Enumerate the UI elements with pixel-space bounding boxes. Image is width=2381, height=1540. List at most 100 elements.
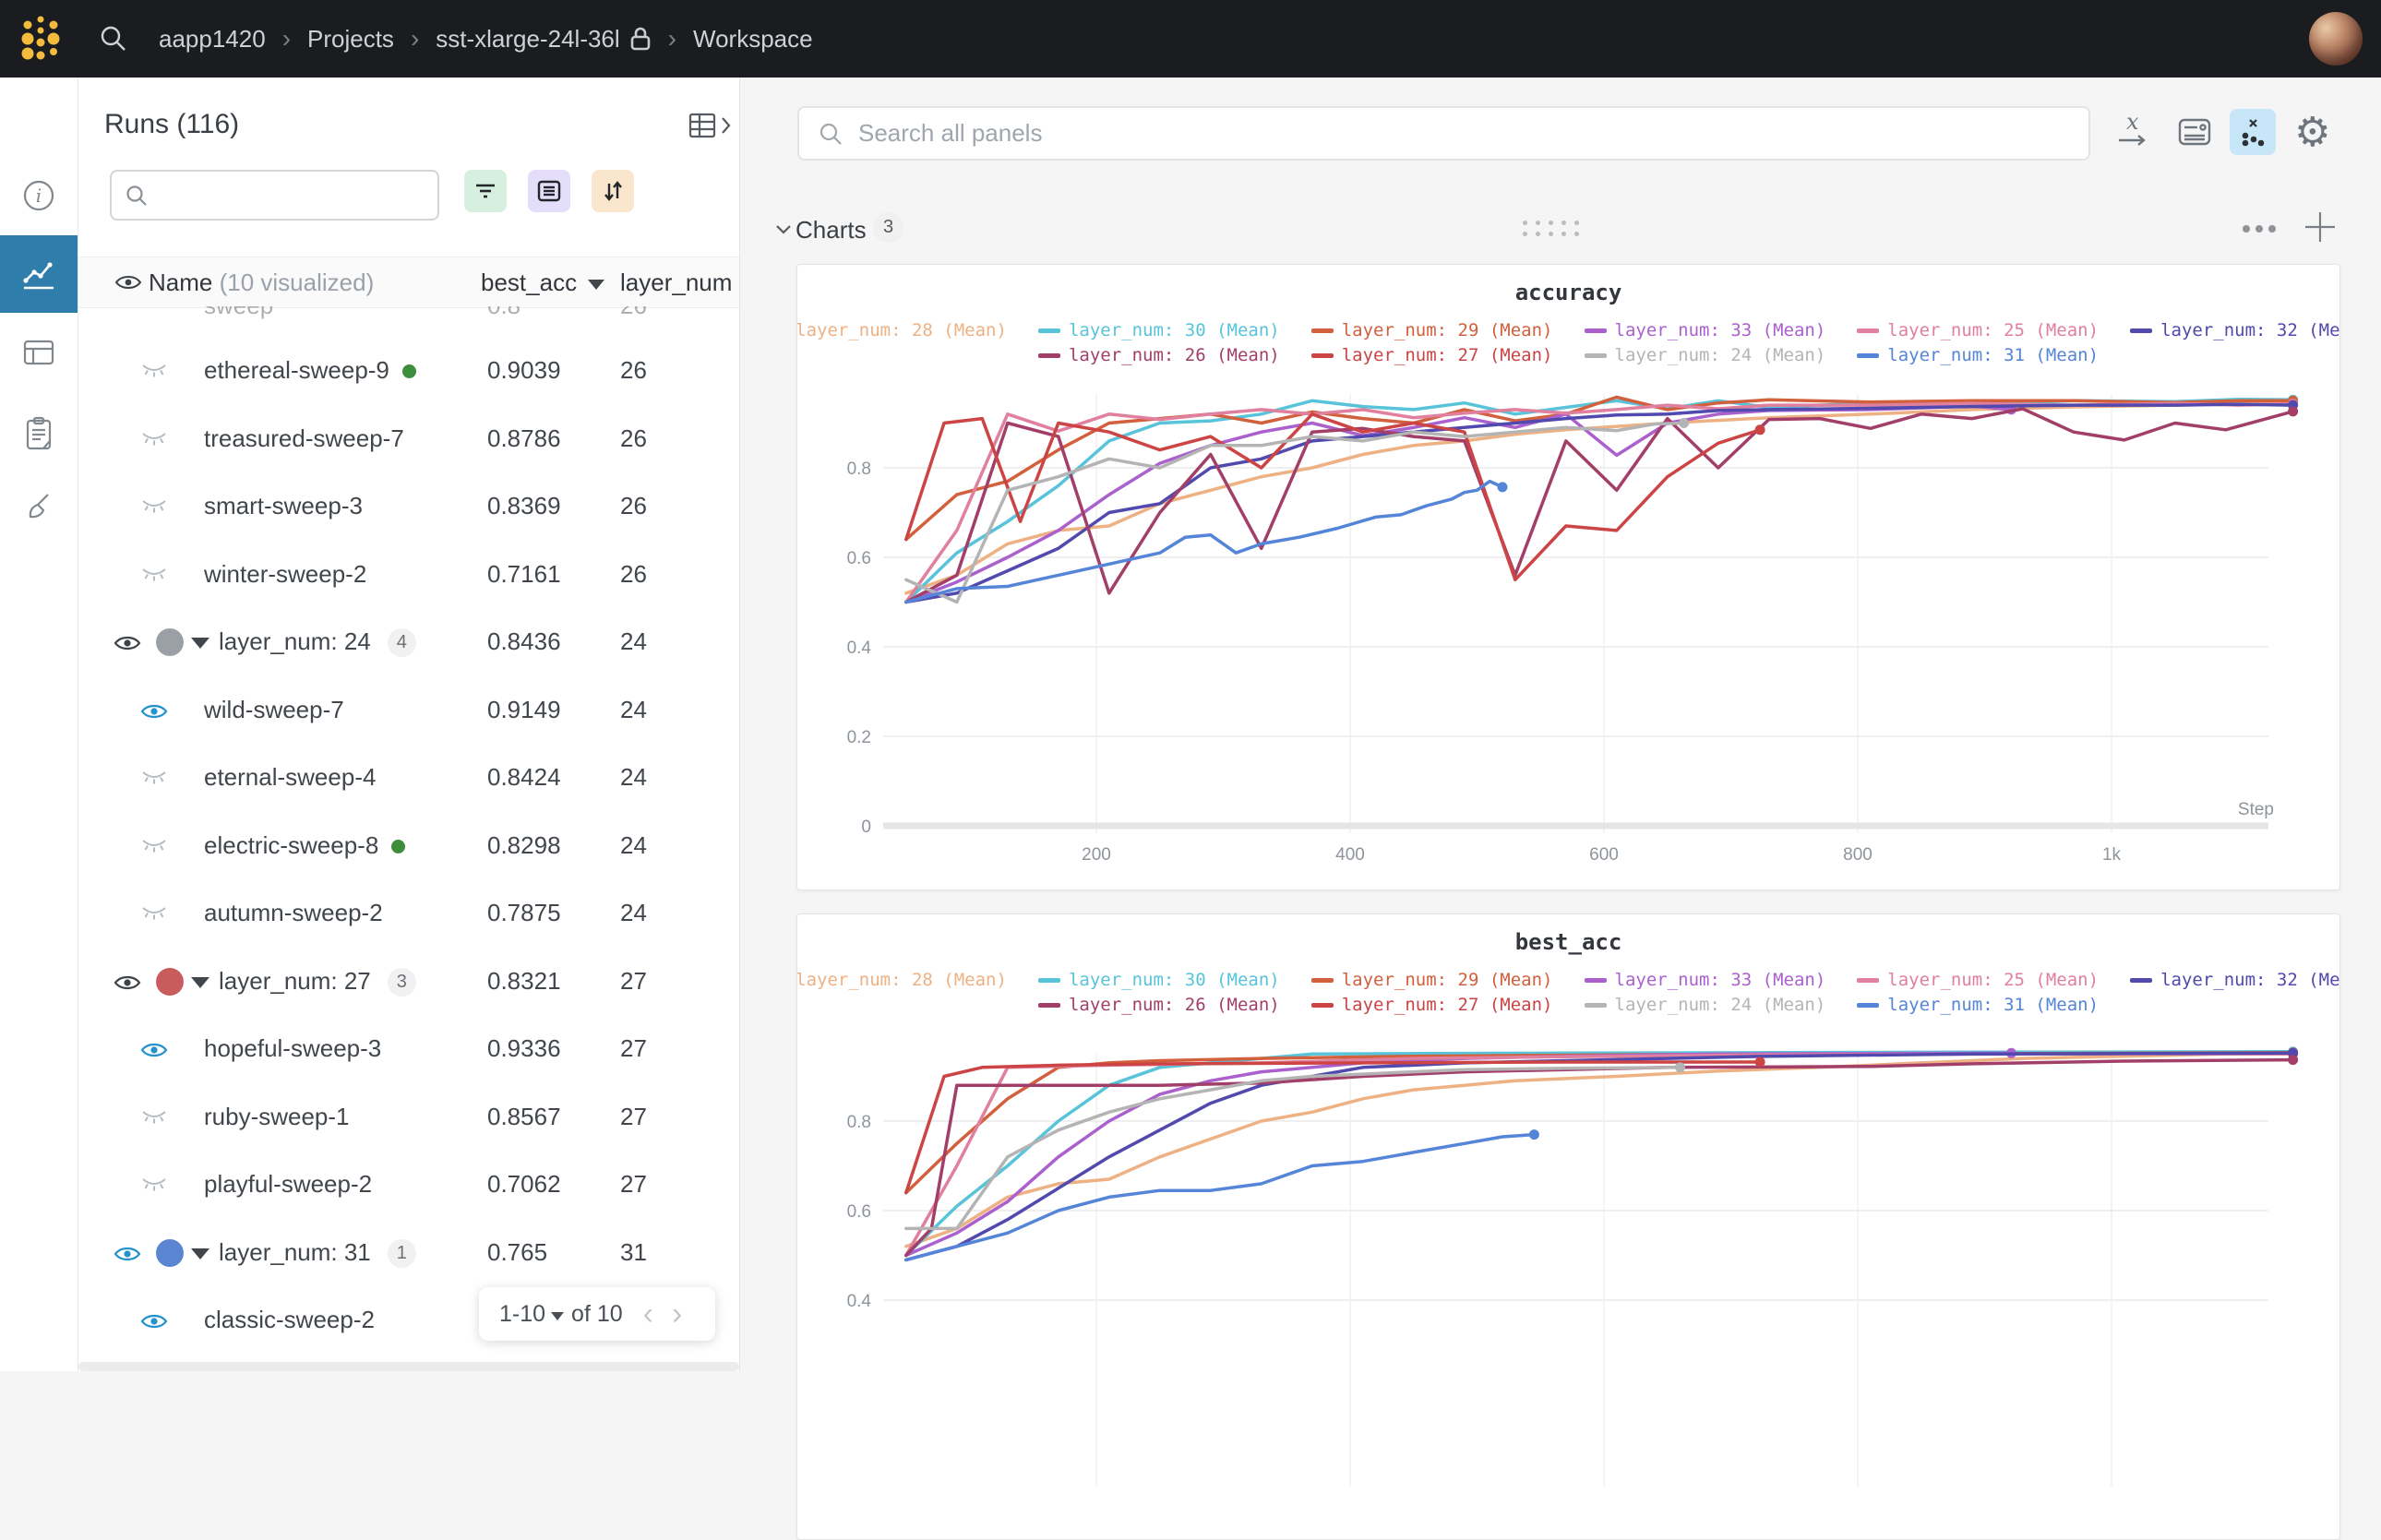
horizontal-scrollbar[interactable]	[78, 1362, 739, 1371]
run-row[interactable]: smart-sweep-3 0.8369 26	[78, 473, 739, 542]
expand-runs-table-button[interactable]	[688, 111, 732, 140]
group-label[interactable]: layer_num: 24 4	[219, 627, 416, 657]
row-visibility-toggle[interactable]	[114, 632, 141, 654]
run-row[interactable]: eternal-sweep-4 0.8424 24	[78, 745, 739, 813]
run-row[interactable]: ruby-sweep-1 0.8567 27	[78, 1084, 739, 1152]
add-panel-icon[interactable]	[2302, 209, 2339, 245]
run-row[interactable]: ethereal-sweep-9 0.9039 26	[78, 338, 739, 406]
row-visibility-toggle[interactable]	[140, 1107, 168, 1126]
outliers-toggle-button[interactable]	[2230, 109, 2276, 155]
rail-runs-table-button[interactable]	[0, 314, 78, 391]
next-page-icon[interactable]: ›	[671, 1296, 683, 1331]
legend-item[interactable]: layer_num: 30 (Mean)	[1037, 320, 1280, 340]
legend-item[interactable]: layer_num: 32 (Mean)	[2130, 320, 2339, 340]
column-header-layer-num[interactable]: layer_num	[620, 269, 733, 296]
rail-overview-button[interactable]: i	[0, 157, 78, 234]
run-row[interactable]: treasured-sweep-7 0.8786 26	[78, 406, 739, 474]
legend-item[interactable]: layer_num: 28 (Mean)	[797, 970, 1007, 990]
section-collapse-chevron-icon[interactable]	[775, 223, 792, 234]
run-name[interactable]: classic-sweep-2	[204, 1306, 375, 1333]
sort-runs-button[interactable]	[592, 170, 634, 212]
run-row[interactable]: wild-sweep-7 0.9149 24	[78, 677, 739, 746]
group-expand-caret-icon[interactable]	[191, 1248, 209, 1259]
legend-item[interactable]: layer_num: 27 (Mean)	[1310, 345, 1553, 365]
legend-item[interactable]: layer_num: 31 (Mean)	[1857, 995, 2099, 1015]
panel-search-bar[interactable]	[797, 106, 2090, 161]
group-label[interactable]: layer_num: 31 1	[219, 1238, 416, 1268]
row-visibility-toggle[interactable]	[140, 361, 168, 379]
row-visibility-toggle[interactable]	[140, 496, 168, 515]
group-row[interactable]: layer_num: 27 3 0.8321 27	[78, 949, 739, 1017]
legend-item[interactable]: layer_num: 32 (Mean)	[2130, 970, 2339, 990]
legend-item[interactable]: layer_num: 31 (Mean)	[1857, 345, 2099, 365]
row-visibility-toggle[interactable]	[114, 1243, 141, 1265]
legend-item[interactable]: layer_num: 24 (Mean)	[1584, 995, 1825, 1015]
rail-workspace-button[interactable]	[0, 235, 78, 313]
run-name[interactable]: treasured-sweep-7	[204, 424, 404, 452]
legend-item[interactable]: layer_num: 26 (Mean)	[1037, 345, 1280, 365]
breadcrumb-project[interactable]: sst-xlarge-24l-36l	[436, 24, 620, 53]
smoothing-settings-button[interactable]	[2174, 111, 2215, 153]
legend-item[interactable]: layer_num: 25 (Mean)	[1857, 970, 2099, 990]
group-expand-caret-icon[interactable]	[191, 976, 209, 988]
runs-search-box[interactable]	[110, 170, 439, 221]
run-name[interactable]: winter-sweep-2	[204, 559, 367, 588]
legend-item[interactable]: layer_num: 25 (Mean)	[1857, 320, 2099, 340]
run-name[interactable]: ruby-sweep-1	[204, 1102, 350, 1130]
row-visibility-toggle[interactable]	[140, 903, 168, 922]
row-visibility-toggle[interactable]	[140, 1310, 168, 1332]
panel-search-input[interactable]	[856, 118, 2088, 149]
rail-reports-button[interactable]	[0, 395, 78, 472]
wandb-logo-icon[interactable]	[17, 13, 65, 65]
group-label[interactable]: layer_num: 27 3	[219, 967, 416, 997]
column-header-name[interactable]: Name (10 visualized)	[149, 269, 375, 296]
breadcrumb-entity[interactable]: aapp1420	[159, 24, 266, 53]
row-visibility-toggle[interactable]	[140, 429, 168, 448]
column-header-best-acc[interactable]: best_acc	[481, 269, 605, 297]
legend-item[interactable]: layer_num: 28 (Mean)	[797, 320, 1007, 340]
run-name[interactable]: ethereal-sweep-9	[204, 356, 416, 385]
group-runs-button[interactable]	[528, 170, 570, 212]
run-row[interactable]: hopeful-sweep-3 0.9336 27	[78, 1016, 739, 1084]
legend-item[interactable]: layer_num: 27 (Mean)	[1310, 995, 1553, 1015]
section-overflow-menu-icon[interactable]	[2243, 225, 2276, 233]
row-visibility-toggle[interactable]	[140, 1039, 168, 1061]
run-row[interactable]: electric-sweep-8 0.8298 24	[78, 813, 739, 881]
section-drag-handle-icon[interactable]	[1523, 221, 1580, 236]
run-name[interactable]: wild-sweep-7	[204, 695, 344, 723]
legend-item[interactable]: layer_num: 26 (Mean)	[1037, 995, 1280, 1015]
group-row[interactable]: layer_num: 31 1 0.765 31	[78, 1220, 739, 1288]
row-visibility-toggle[interactable]	[140, 565, 168, 583]
user-avatar[interactable]	[2309, 12, 2363, 66]
legend-item[interactable]: layer_num: 33 (Mean)	[1584, 320, 1825, 340]
run-row[interactable]: winter-sweep-2 0.7161 26	[78, 542, 739, 610]
runs-search-input[interactable]	[158, 181, 437, 209]
pagination-range[interactable]: 1-10	[499, 1300, 546, 1327]
legend-item[interactable]: layer_num: 29 (Mean)	[1310, 320, 1553, 340]
rail-sweeps-button[interactable]	[0, 468, 78, 545]
legend-item[interactable]: layer_num: 33 (Mean)	[1584, 970, 1825, 990]
run-name[interactable]: autumn-sweep-2	[204, 899, 383, 926]
section-title[interactable]: Charts	[796, 216, 867, 244]
run-name[interactable]: hopeful-sweep-3	[204, 1034, 382, 1062]
row-visibility-toggle[interactable]	[140, 700, 168, 722]
run-row[interactable]: autumn-sweep-2 0.7875 24	[78, 880, 739, 949]
chart-panel-best-acc[interactable]: 0.8 0.6 0.4 best_acc layer_num: 28 (Mean) l…	[796, 913, 2340, 1540]
run-name[interactable]: eternal-sweep-4	[204, 763, 377, 791]
global-search-icon[interactable]	[98, 23, 129, 54]
run-row[interactable]: playful-sweep-2 0.7062 27	[78, 1152, 739, 1220]
run-row[interactable]: classic-sweep-2	[78, 1287, 739, 1355]
x-axis-settings-button[interactable]: x	[2113, 111, 2152, 155]
breadcrumb-workspace[interactable]: Workspace	[693, 24, 813, 53]
row-visibility-toggle[interactable]	[140, 768, 168, 786]
legend-item[interactable]: layer_num: 29 (Mean)	[1310, 970, 1553, 990]
legend-item[interactable]: layer_num: 30 (Mean)	[1037, 970, 1280, 990]
run-name[interactable]: smart-sweep-3	[204, 492, 363, 519]
chart-panel-accuracy[interactable]: 0.8 0.6 0.4 0.2 0 200 400 600 800 1k Step accuracy…	[796, 264, 2340, 890]
workspace-settings-button[interactable]: ⚙	[2294, 113, 2330, 153]
breadcrumb-projects[interactable]: Projects	[307, 24, 394, 53]
visibility-header-eye-icon[interactable]	[114, 271, 142, 293]
group-row[interactable]: layer_num: 24 4 0.8436 24	[78, 609, 739, 677]
prev-page-icon[interactable]: ‹	[642, 1296, 653, 1331]
run-name[interactable]: electric-sweep-8	[204, 831, 406, 860]
